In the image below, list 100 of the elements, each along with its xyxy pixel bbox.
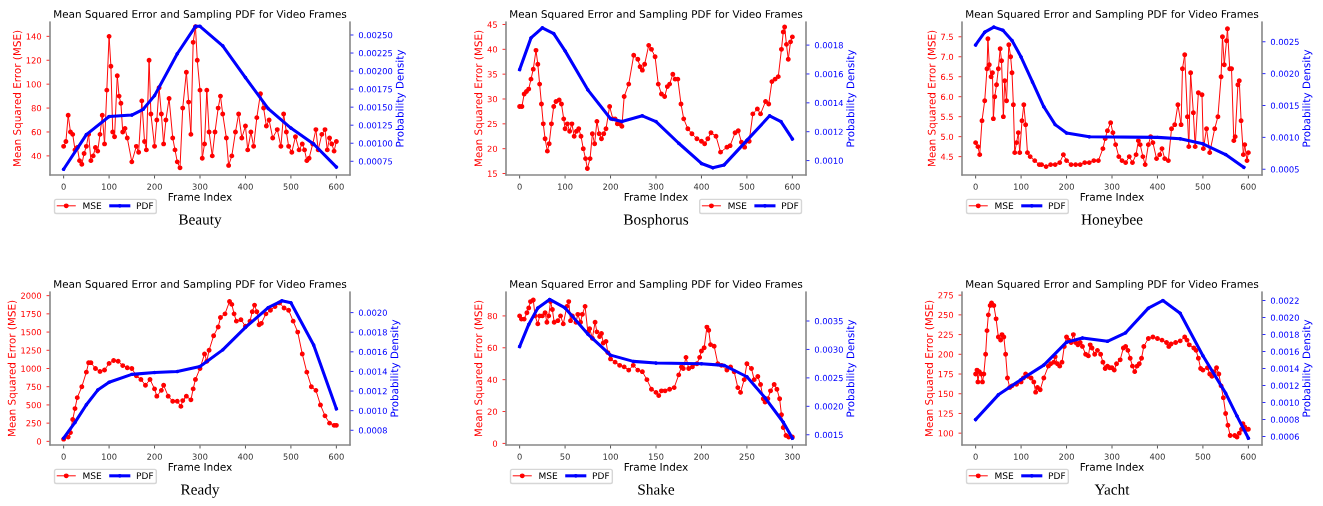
y2-tick-label: 0.0015 (1270, 102, 1299, 109)
y2-tick-label: 0.00200 (358, 68, 393, 75)
point (722, 163, 726, 167)
y-tick-label: 1250 (21, 347, 42, 354)
y2-axis-title: Probability Density (1302, 49, 1313, 147)
point (130, 372, 134, 377)
y2-tick-label: 0.0022 (1270, 297, 1299, 304)
y-axis-title: Mean Squared Error (MSE) (474, 30, 485, 167)
y-tick-label: 35 (487, 71, 497, 78)
x-tick-label: 200 (694, 453, 709, 460)
y2-tick-label: 0.0020 (1270, 314, 1299, 321)
y2-tick-label: 0.0008 (358, 427, 387, 434)
legend-label: PDF (136, 202, 154, 209)
y-tick-label: 30 (487, 95, 498, 103)
legend-label: PDF (136, 472, 154, 479)
point (973, 43, 978, 47)
point (781, 420, 786, 424)
y-axis-title: Mean Squared Error (MSE) (924, 300, 935, 437)
point (107, 114, 111, 119)
point (563, 49, 567, 53)
point (1246, 436, 1251, 440)
x-tick-label: 500 (1195, 453, 1211, 460)
point (982, 30, 987, 34)
y-tick-label: 25 (487, 120, 497, 128)
x-axis-title: Frame Index (1080, 192, 1144, 201)
x-axis-title: Frame Index (168, 462, 232, 471)
point (130, 113, 134, 117)
y-tick-label: 2000 (21, 292, 42, 299)
point (1201, 354, 1205, 358)
y2-tick-label: 0.0030 (814, 346, 843, 353)
y2-tick-label: 0.0012 (358, 388, 387, 395)
point (84, 403, 89, 407)
y-tick-label: 40 (487, 376, 498, 383)
point (1064, 131, 1069, 135)
x-tick-label: 500 (1195, 183, 1211, 190)
point (1030, 80, 1035, 84)
x-tick-label: 600 (328, 453, 344, 460)
y2-axis-title: Probability Density (390, 319, 401, 417)
y-tick-label: 140 (26, 33, 42, 40)
point (1053, 122, 1057, 127)
text: Shake (638, 483, 675, 495)
point (529, 36, 533, 40)
x-tick-label: 100 (102, 453, 117, 460)
y-tick-label: 100 (26, 81, 42, 88)
point (1080, 336, 1085, 340)
x-tick-label: 250 (739, 453, 755, 460)
point (1146, 306, 1151, 310)
x-tick-label: 500 (283, 453, 299, 460)
x-tick-label: 100 (1014, 183, 1029, 190)
y2-tick-label: 0.0025 (814, 374, 843, 382)
x-tick-label: 150 (648, 453, 664, 460)
y2-tick-label: 0.0025 (1270, 38, 1299, 46)
point (1223, 152, 1228, 157)
x-tick-label: 600 (1240, 183, 1256, 190)
y2-tick-label: 0.0015 (814, 431, 843, 439)
y2-tick-label: 0.0035 (814, 317, 843, 325)
x-tick-label: 400 (693, 183, 709, 190)
x-tick-label: 500 (739, 183, 755, 190)
y2-tick-label: 0.00150 (358, 104, 393, 111)
y2-axis-title: Probability Density (846, 49, 857, 147)
y-tick-label: 7.5 (941, 33, 953, 41)
x-tick-label: 0 (973, 453, 978, 460)
y2-tick-label: 0.00175 (358, 86, 393, 93)
y2-tick-label: 0.0014 (358, 368, 388, 375)
y-tick-label: 5.0 (941, 133, 954, 140)
chart-title: Mean Squared Error and Sampling PDF for Video Frames (510, 9, 803, 20)
x-tick-label: 400 (237, 453, 253, 460)
y-tick-label: 80 (31, 105, 42, 112)
y-tick-label: 250 (938, 311, 954, 319)
y2-tick-label: 0.0014 (1270, 365, 1300, 372)
point (676, 141, 681, 145)
y2-tick-label: 0.0020 (814, 403, 843, 410)
y2-tick-label: 0.0018 (1270, 331, 1299, 338)
point (243, 75, 248, 80)
point (699, 161, 704, 166)
x-tick-label: 600 (784, 183, 800, 190)
y2-tick-label: 0.0018 (358, 329, 387, 336)
x-tick-label: 300 (192, 183, 208, 190)
legend-label: PDF (1048, 202, 1066, 209)
y2-tick-label: 0.00125 (358, 122, 393, 129)
y-tick-label: 500 (26, 401, 42, 409)
x-tick-label: 400 (237, 183, 253, 190)
y-tick-label: 1500 (21, 329, 42, 336)
y2-tick-label: 0.0020 (1270, 70, 1299, 77)
y-tick-label: 200 (938, 351, 954, 358)
y-tick-label: 60 (31, 128, 42, 136)
y-axis-title: Mean Squared Error (MSE) (12, 30, 23, 167)
chart-title: Mean Squared Error and Sampling PDF for Video Frames (54, 279, 347, 290)
y2-tick-label: 0.00225 (358, 50, 393, 57)
y2-tick-label: 0.0010 (358, 407, 387, 414)
y2-tick-label: 0.0010 (814, 157, 843, 164)
y-tick-label: 250 (26, 420, 42, 427)
y-tick-label: 80 (487, 312, 498, 320)
y2-tick-label: 0.0008 (1270, 416, 1299, 423)
y-axis-title: Mean Squared Error (MSE) (927, 30, 938, 167)
x-tick-label: 100 (603, 453, 618, 460)
x-tick-label: 50 (560, 453, 570, 460)
point (107, 380, 111, 384)
point (540, 26, 545, 30)
y-tick-label: 40 (487, 46, 498, 53)
